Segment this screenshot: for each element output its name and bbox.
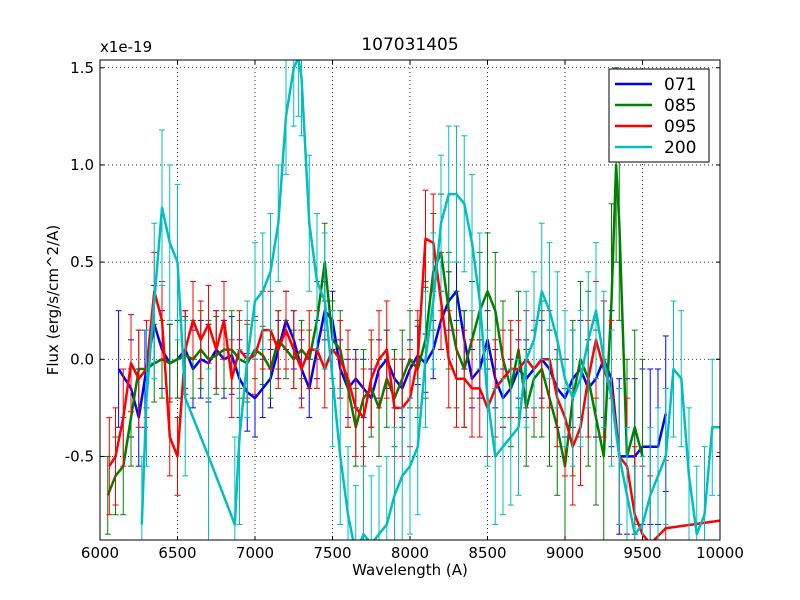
- x-tick-label: 7000: [236, 544, 274, 562]
- x-tick-label: 6000: [81, 544, 119, 562]
- x-tick-label: 10000: [696, 544, 744, 562]
- x-tick-label: 8500: [468, 544, 506, 562]
- y-tick-label: 1.0: [70, 156, 94, 174]
- legend-label-095: 095: [664, 117, 696, 137]
- x-tick-label: 7500: [313, 544, 351, 562]
- x-axis-label: Wavelength (A): [352, 561, 468, 579]
- x-tick-label: 9500: [623, 544, 661, 562]
- y-offset-label: x1e-19: [100, 38, 152, 56]
- x-tick-label: 6500: [158, 544, 196, 562]
- chart-title: 107031405: [361, 35, 458, 55]
- series-layer: [104, 60, 720, 540]
- x-tick-label: 8000: [391, 544, 429, 562]
- legend-label-071: 071: [664, 75, 696, 95]
- series-line-200: [140, 60, 720, 540]
- y-tick-label: 0.5: [70, 253, 94, 271]
- y-tick-label: 1.5: [70, 59, 94, 77]
- x-tick-label: 9000: [546, 544, 584, 562]
- series-200: [138, 60, 720, 540]
- y-axis-label: Flux (erg/s/cm^2/A): [44, 225, 62, 376]
- legend-label-200: 200: [664, 138, 696, 158]
- y-tick-label: 0.0: [70, 350, 94, 368]
- axis-ticks: 6000 6500 7000 7500 8000 8500 9000 9500 10000 -0.…: [65, 59, 744, 562]
- y-tick-label: -0.5: [65, 447, 94, 465]
- legend-label-085: 085: [664, 96, 696, 116]
